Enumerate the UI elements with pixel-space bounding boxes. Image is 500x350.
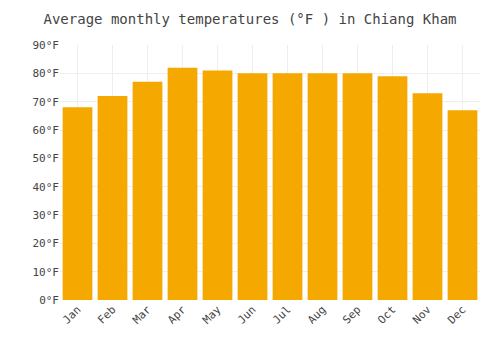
svg-text:80°F: 80°F [33,67,60,80]
svg-text:Aug: Aug [305,303,328,326]
svg-text:Sep: Sep [340,303,363,326]
svg-text:10°F: 10°F [33,266,60,279]
svg-text:0°F: 0°F [39,294,59,307]
svg-text:70°F: 70°F [33,96,60,109]
svg-text:90°F: 90°F [33,39,60,52]
svg-text:Jun: Jun [235,303,258,326]
svg-text:Nov: Nov [410,303,434,327]
svg-text:30°F: 30°F [33,209,60,222]
svg-text:Mar: Mar [130,303,154,327]
svg-text:40°F: 40°F [33,181,60,194]
svg-text:Apr: Apr [165,303,189,327]
svg-text:Dec: Dec [445,303,468,326]
svg-text:May: May [200,303,224,327]
svg-text:Feb: Feb [95,303,118,326]
svg-text:Oct: Oct [375,303,398,326]
svg-text:50°F: 50°F [33,152,60,165]
svg-text:20°F: 20°F [33,237,60,250]
svg-text:Average monthly temperatures (: Average monthly temperatures (°F ) in Ch… [43,11,456,27]
svg-text:60°F: 60°F [33,124,60,137]
svg-text:Jan: Jan [60,303,83,326]
svg-text:Jul: Jul [270,303,293,326]
